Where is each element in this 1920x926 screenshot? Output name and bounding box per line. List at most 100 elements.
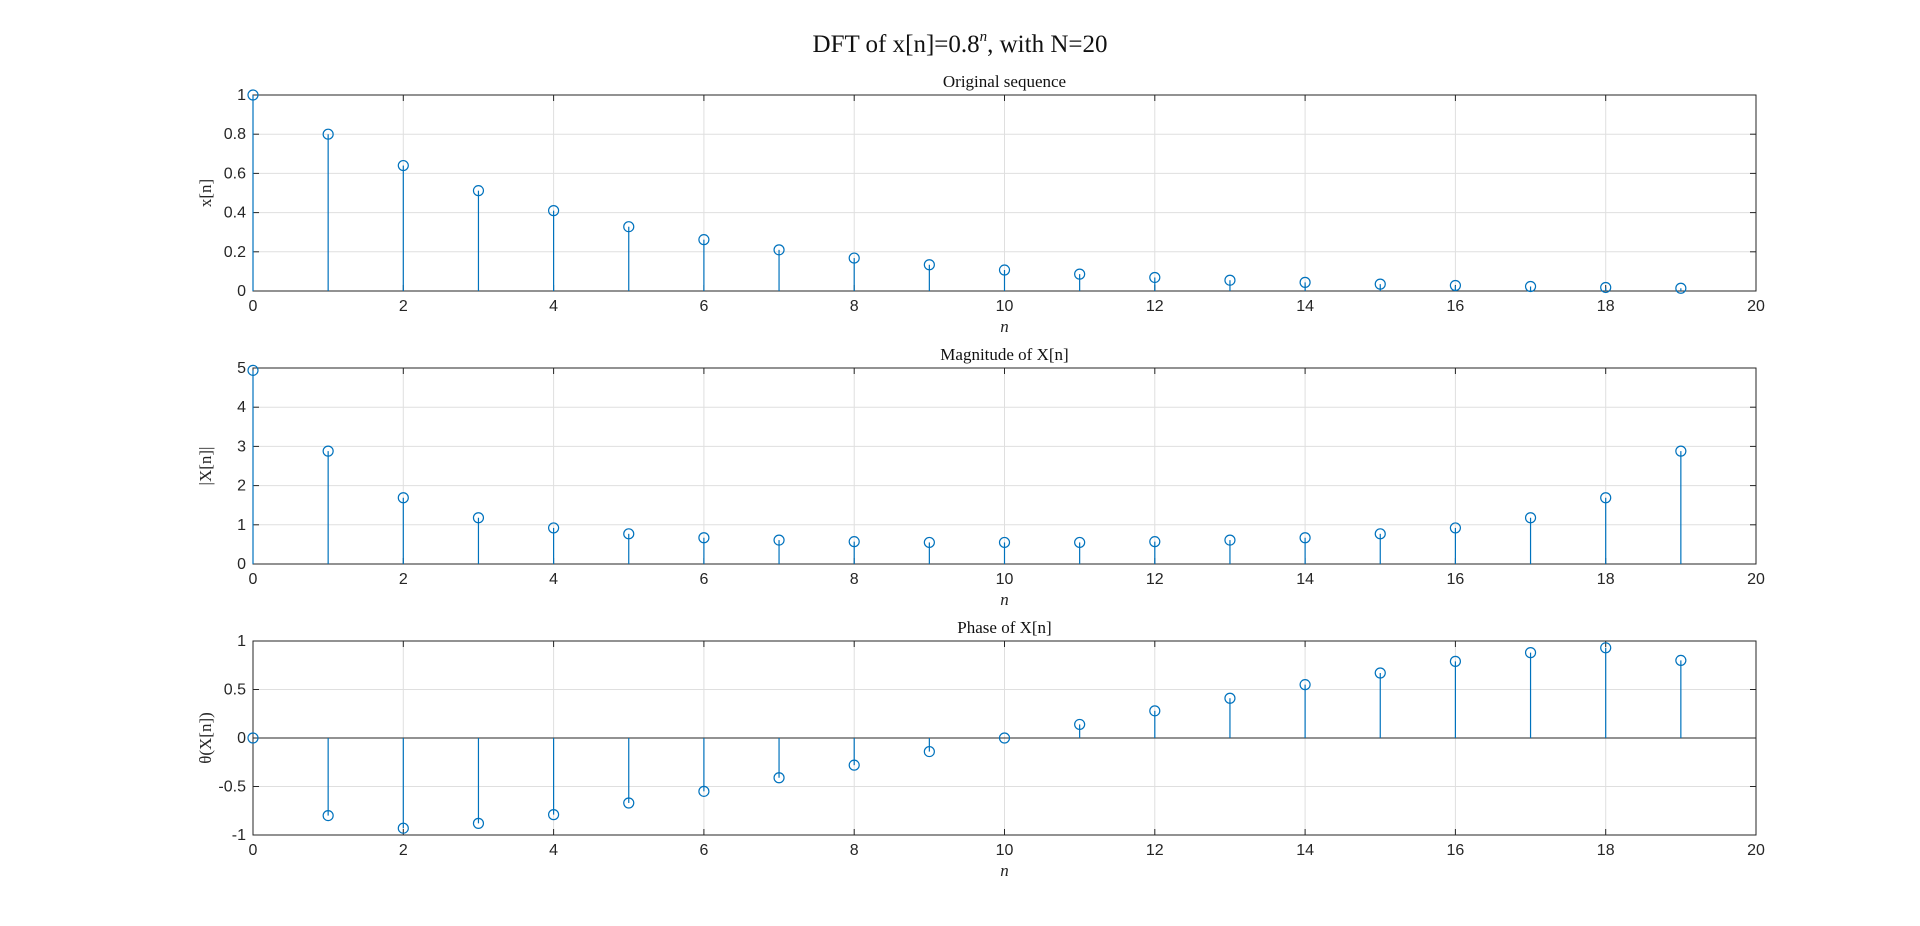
magnitude-ytick-label-0: 0 bbox=[237, 556, 246, 573]
original-xtick-label-14: 14 bbox=[1296, 298, 1314, 315]
magnitude-y-axis-label: |X[n]| bbox=[196, 447, 215, 486]
original-ytick-label-0-6: 0.6 bbox=[224, 165, 246, 182]
original-ytick-label-0: 0 bbox=[237, 283, 246, 300]
magnitude-xtick-label-0: 0 bbox=[249, 571, 258, 588]
original-xtick-label-16: 16 bbox=[1447, 298, 1465, 315]
phase-y-axis-label: θ(X[n]) bbox=[196, 712, 215, 764]
figure-title-main: DFT of x[n]=0.8 bbox=[813, 31, 980, 58]
magnitude-xtick-label-6: 6 bbox=[699, 571, 708, 588]
magnitude-ytick-label-1: 1 bbox=[237, 517, 246, 534]
phase-marker-14 bbox=[1299, 679, 1311, 691]
phase-xtick-label-12: 12 bbox=[1146, 842, 1164, 859]
original-marker-3 bbox=[472, 185, 485, 197]
original-marker-17 bbox=[1524, 280, 1537, 293]
magnitude-xtick-label-20: 20 bbox=[1747, 571, 1765, 588]
phase-marker-18 bbox=[1600, 642, 1612, 654]
phase-xtick-label-0: 0 bbox=[249, 842, 258, 859]
original-marker-8 bbox=[848, 252, 860, 264]
original-xtick-label-0: 0 bbox=[249, 298, 258, 315]
phase-xtick-label-6: 6 bbox=[699, 842, 708, 859]
phase-xtick-label-4: 4 bbox=[549, 842, 558, 859]
phase-ytick-label--1: -1 bbox=[232, 827, 246, 844]
phase-xtick-label-14: 14 bbox=[1296, 842, 1314, 859]
phase-xtick-label-10: 10 bbox=[996, 842, 1014, 859]
magnitude-marker-5 bbox=[623, 528, 635, 540]
original-xtick-label-8: 8 bbox=[850, 298, 859, 315]
magnitude-xtick-label-10: 10 bbox=[996, 571, 1014, 588]
phase-xtick-label-20: 20 bbox=[1747, 842, 1765, 859]
magnitude-marker-11 bbox=[1074, 536, 1086, 549]
magnitude-marker-12 bbox=[1149, 536, 1161, 548]
phase-xtick-label-16: 16 bbox=[1447, 842, 1465, 859]
phase-marker-9 bbox=[923, 745, 935, 758]
original-marker-18 bbox=[1600, 281, 1612, 294]
magnitude-marker-0 bbox=[247, 364, 259, 376]
original-y-axis-label: x[n] bbox=[196, 179, 215, 207]
magnitude-marker-10 bbox=[998, 536, 1011, 549]
magnitude-subplot-title: Magnitude of X[n] bbox=[940, 345, 1068, 364]
phase-ytick-label-0: 0 bbox=[237, 730, 246, 747]
magnitude-marker-4 bbox=[547, 522, 560, 534]
original-xtick-label-6: 6 bbox=[699, 298, 708, 315]
phase-marker-11 bbox=[1074, 718, 1086, 731]
magnitude-x-axis-label: n bbox=[1000, 590, 1009, 609]
phase-marker-10 bbox=[998, 732, 1011, 744]
magnitude-ytick-label-3: 3 bbox=[237, 438, 246, 455]
original-ytick-label-0-8: 0.8 bbox=[224, 126, 246, 143]
phase-marker-13 bbox=[1224, 692, 1236, 704]
original-xtick-label-18: 18 bbox=[1597, 298, 1615, 315]
original-marker-2 bbox=[397, 159, 409, 172]
figure-title-tail: , with N=20 bbox=[987, 31, 1107, 58]
phase-marker-19 bbox=[1675, 654, 1687, 667]
original-marker-5 bbox=[623, 221, 635, 233]
magnitude-xtick-label-16: 16 bbox=[1447, 571, 1465, 588]
magnitude-marker-8 bbox=[848, 536, 860, 548]
original-xtick-label-10: 10 bbox=[996, 298, 1014, 315]
original-marker-4 bbox=[547, 205, 560, 217]
original-marker-15 bbox=[1374, 278, 1386, 290]
phase-marker-7 bbox=[773, 772, 785, 784]
magnitude-xtick-label-2: 2 bbox=[399, 571, 408, 588]
original-ytick-label-0-2: 0.2 bbox=[224, 244, 246, 261]
magnitude-marker-7 bbox=[773, 534, 785, 546]
magnitude-marker-14 bbox=[1299, 532, 1311, 544]
phase-ytick-label-0-5: 0.5 bbox=[224, 682, 246, 699]
subplot-phase: 0 2 4 6 8 10 12 14 16 18 20 -1 -0.5 0 0.5 1 Phase of X[n… bbox=[196, 618, 1765, 880]
magnitude-ytick-label-4: 4 bbox=[237, 399, 246, 416]
magnitude-marker-6 bbox=[698, 532, 710, 544]
phase-marker-5 bbox=[623, 797, 635, 809]
original-xtick-label-12: 12 bbox=[1146, 298, 1164, 315]
original-marker-7 bbox=[773, 244, 785, 256]
phase-marker-2 bbox=[397, 822, 409, 834]
phase-marker-3 bbox=[472, 817, 485, 829]
figure-title-superscript: n bbox=[980, 29, 988, 45]
phase-subplot-title: Phase of X[n] bbox=[957, 618, 1051, 637]
magnitude-marker-13 bbox=[1224, 534, 1236, 546]
magnitude-marker-2 bbox=[397, 492, 409, 504]
magnitude-xtick-label-4: 4 bbox=[549, 571, 558, 588]
magnitude-marker-3 bbox=[472, 512, 485, 524]
magnitude-ytick-label-2: 2 bbox=[237, 478, 246, 495]
magnitude-marker-17 bbox=[1524, 512, 1537, 524]
phase-marker-12 bbox=[1149, 705, 1161, 717]
phase-axes-box bbox=[252, 640, 1757, 836]
magnitude-xtick-label-18: 18 bbox=[1597, 571, 1615, 588]
original-xtick-label-20: 20 bbox=[1747, 298, 1765, 315]
phase-marker-0 bbox=[247, 732, 259, 744]
magnitude-marker-9 bbox=[923, 536, 935, 549]
phase-xtick-label-2: 2 bbox=[399, 842, 408, 859]
original-ytick-label-0-4: 0.4 bbox=[224, 205, 246, 222]
original-marker-19 bbox=[1675, 282, 1687, 294]
magnitude-ytick-label-5: 5 bbox=[237, 360, 246, 377]
magnitude-marker-1 bbox=[322, 445, 334, 457]
original-marker-16 bbox=[1449, 279, 1462, 292]
magnitude-marker-16 bbox=[1449, 522, 1462, 534]
phase-ytick-label-1: 1 bbox=[237, 633, 246, 650]
magnitude-marker-18 bbox=[1600, 492, 1612, 504]
original-marker-9 bbox=[923, 259, 935, 271]
phase-xtick-label-18: 18 bbox=[1597, 842, 1615, 859]
phase-marker-4 bbox=[547, 809, 560, 821]
original-marker-14 bbox=[1299, 276, 1311, 288]
